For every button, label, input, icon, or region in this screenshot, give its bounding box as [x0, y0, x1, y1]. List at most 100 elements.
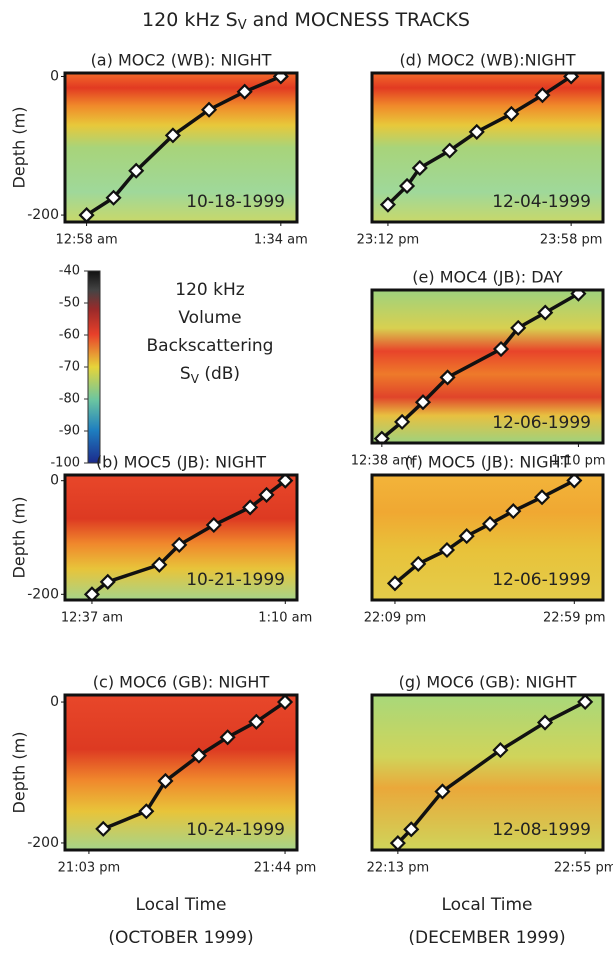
- track-point: [276, 695, 294, 711]
- panel-date: 12-08-1999: [492, 820, 591, 840]
- track-point: [492, 340, 510, 358]
- panel-date: 12-04-1999: [492, 192, 591, 212]
- track-point: [410, 555, 427, 572]
- track-point: [151, 556, 168, 573]
- y-tick-label: -200: [27, 835, 59, 851]
- colorbar-label: Volume: [178, 308, 241, 328]
- echogram: [372, 475, 603, 600]
- echogram: [372, 290, 603, 443]
- colorbar-tick-label: -100: [50, 456, 80, 471]
- colorbar-tick-label: -50: [59, 296, 80, 311]
- colorbar-label: Backscattering: [147, 336, 274, 356]
- track-point: [386, 575, 404, 592]
- colorbar-tick-label: -60: [59, 328, 80, 343]
- panel-frame: [63, 473, 299, 602]
- x-axis-label: Local Time: [441, 895, 532, 915]
- colorbar-unit: V: [191, 372, 200, 386]
- x-tick-label: 22:59 pm: [543, 611, 606, 626]
- track-point: [414, 394, 432, 411]
- track-point: [439, 369, 456, 386]
- track-point: [536, 714, 554, 731]
- x-tick-label: 22:09 pm: [364, 611, 427, 626]
- track-point: [248, 713, 265, 730]
- panel-frame: [370, 693, 605, 852]
- panel-frame: [370, 288, 605, 445]
- track-point: [258, 486, 275, 503]
- panel-title: (a) MOC2 (WB): NIGHT: [91, 51, 272, 70]
- track-point: [537, 304, 554, 321]
- y-tick-label: 0: [50, 473, 59, 489]
- track-point: [157, 772, 174, 790]
- track-point: [577, 695, 594, 710]
- x-tick-label: 22:55 pm: [554, 861, 613, 876]
- track-point: [411, 159, 428, 176]
- echogram: [65, 73, 297, 222]
- y-tick-label: 0: [50, 68, 59, 84]
- panel-date: 12-06-1999: [492, 413, 591, 433]
- title-text: 120 kHz S: [142, 9, 238, 31]
- colorbar-label: SV (dB): [180, 364, 240, 386]
- panel-title: (d) MOC2 (WB):NIGHT: [399, 51, 575, 70]
- plot-area: [83, 475, 294, 600]
- track-point: [105, 189, 122, 206]
- track-point: [503, 105, 520, 122]
- figure-title: 120 kHz SV and MOCNESS TRACKS: [142, 9, 470, 33]
- track-point: [481, 515, 499, 532]
- x-tick-label: 1:10 pm: [551, 454, 605, 469]
- panel-title: (b) MOC5 (JB): NIGHT: [96, 453, 266, 472]
- track-point: [458, 528, 475, 545]
- x-tick-label: 1:34 am: [254, 233, 308, 248]
- x-tick-label: 1:10 am: [258, 611, 312, 626]
- track-point: [398, 177, 416, 195]
- panel-title: (c) MOC6 (GB): NIGHT: [93, 673, 270, 692]
- panel-title: (e) MOC4 (JB): DAY: [412, 268, 563, 287]
- track-point: [171, 536, 188, 553]
- x-tick-label: 12:37 am: [61, 611, 123, 626]
- x-axis-label: Local Time: [135, 895, 226, 915]
- x-axis-label: (DECEMBER 1999): [408, 928, 565, 948]
- track-point: [277, 475, 294, 489]
- track-point: [95, 820, 112, 837]
- x-tick-label: 23:12 pm: [357, 233, 420, 248]
- title-subscript: V: [238, 18, 247, 33]
- track-point: [205, 516, 222, 534]
- track-point: [533, 489, 551, 506]
- track-point: [236, 83, 253, 100]
- track-point: [394, 413, 411, 430]
- y-axis-label: Depth (m): [10, 732, 29, 814]
- track-point: [492, 742, 509, 759]
- panel: [370, 288, 605, 445]
- panel: [370, 693, 605, 852]
- panel-date: 12-06-1999: [492, 570, 591, 590]
- panel: [370, 71, 605, 224]
- track-point: [99, 573, 116, 590]
- colorbar-tick-label: -90: [59, 424, 80, 439]
- panel-title: (f) MOC5 (JB): NIGHT: [405, 453, 571, 472]
- track-point: [505, 503, 522, 520]
- track-point: [566, 475, 583, 489]
- panel-date: 10-18-1999: [186, 192, 285, 212]
- x-tick-label: 21:03 pm: [58, 861, 121, 876]
- track-point: [128, 162, 145, 179]
- track-point: [373, 430, 390, 443]
- track-point: [510, 319, 527, 336]
- track-point: [434, 783, 451, 800]
- colorbar-label: 120 kHz: [175, 280, 244, 300]
- x-axis-label: (OCTOBER 1999): [108, 928, 253, 948]
- plot-area: [373, 290, 587, 443]
- panel: [63, 693, 299, 852]
- panel: [63, 473, 299, 602]
- colorbar-unit: (dB): [199, 364, 240, 384]
- track-point: [242, 499, 259, 516]
- panel-frame: [370, 473, 605, 602]
- track-point: [138, 803, 155, 820]
- panel-date: 10-24-1999: [186, 820, 285, 840]
- panel-frame: [63, 693, 299, 852]
- y-tick-label: -200: [27, 586, 59, 602]
- track-point: [164, 127, 181, 144]
- colorbar: [87, 270, 101, 464]
- panel-frame: [63, 71, 299, 224]
- y-axis-label: Depth (m): [10, 107, 29, 189]
- track-point: [201, 101, 218, 118]
